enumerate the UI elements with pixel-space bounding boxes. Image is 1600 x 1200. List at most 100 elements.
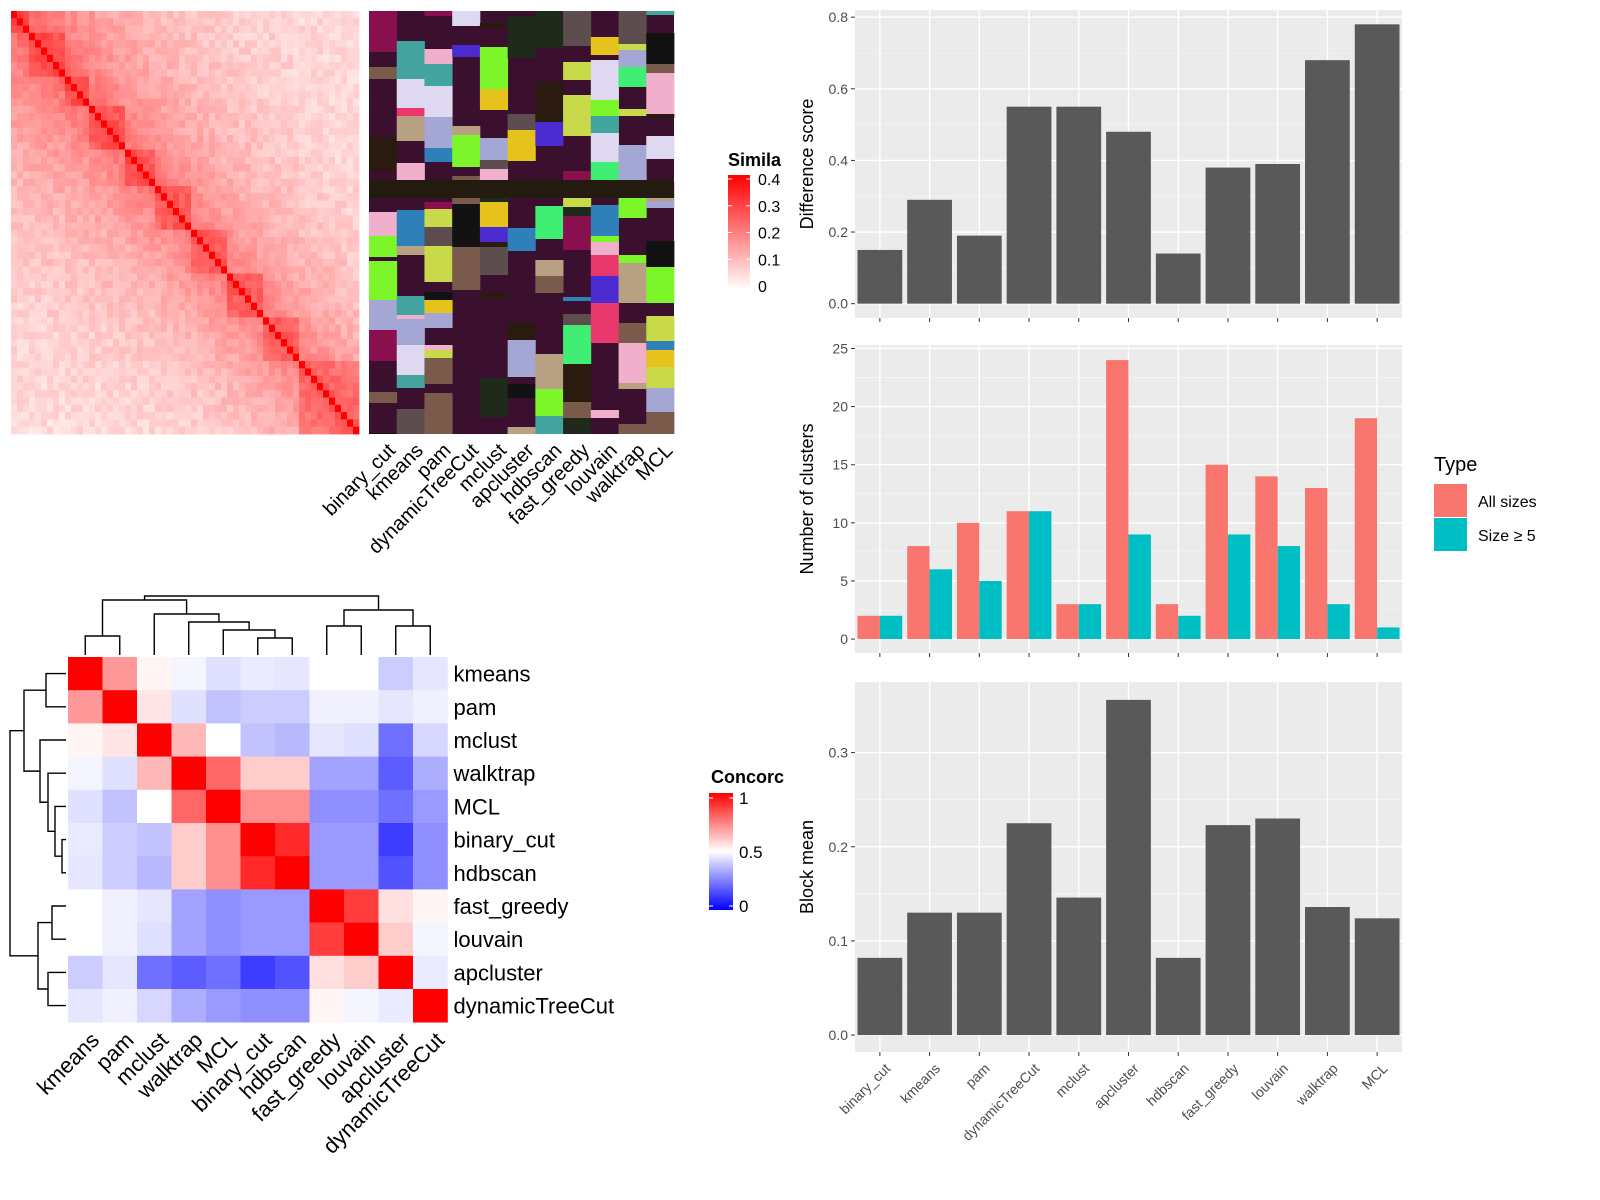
similarity-cell <box>29 244 36 253</box>
similarity-cell <box>47 69 54 78</box>
similarity-cell <box>203 397 210 406</box>
similarity-cell <box>143 368 150 377</box>
similarity-cell <box>317 164 324 172</box>
similarity-cell <box>227 91 234 99</box>
similarity-cell <box>281 295 288 304</box>
similarity-cell <box>257 288 264 296</box>
similarity-cell <box>263 324 270 333</box>
similarity-cell <box>191 317 198 325</box>
similarity-cell <box>173 215 180 223</box>
similarity-cell <box>221 76 228 85</box>
similarity-cell <box>287 215 294 223</box>
dendrogram-link <box>326 625 362 655</box>
concordance-cell <box>275 856 310 890</box>
similarity-cell <box>353 142 360 150</box>
similarity-cell <box>203 62 210 70</box>
similarity-cell <box>41 412 48 420</box>
similarity-cell <box>203 11 210 19</box>
similarity-cell <box>263 412 270 420</box>
similarity-cell <box>269 178 276 187</box>
membership-block <box>535 11 564 48</box>
similarity-cell <box>299 361 306 369</box>
similarity-cell <box>167 244 174 253</box>
similarity-cell <box>119 200 126 209</box>
similarity-cell <box>83 404 90 413</box>
similarity-cell <box>323 295 330 304</box>
similarity-cell <box>59 382 66 391</box>
similarity-cell <box>59 361 66 369</box>
concordance-cell <box>309 955 345 990</box>
similarity-cell <box>281 331 288 340</box>
similarity-cell <box>227 54 234 63</box>
similarity-cell <box>71 62 78 70</box>
similarity-cell <box>35 258 42 267</box>
similarity-cell <box>53 215 60 223</box>
similarity-cell <box>197 62 204 70</box>
similarity-cell <box>191 324 198 333</box>
similarity-cell <box>305 251 312 260</box>
similarity-cell <box>179 215 186 223</box>
similarity-cell <box>293 397 300 406</box>
similarity-cell <box>149 113 156 121</box>
similarity-cell <box>287 47 294 56</box>
similarity-cell <box>233 171 240 180</box>
similarity-cell <box>191 91 198 99</box>
similarity-cell <box>137 339 144 347</box>
similarity-cell <box>149 237 156 245</box>
similarity-cell <box>17 426 24 435</box>
concordance-cell <box>171 889 207 923</box>
similarity-cell <box>317 105 324 114</box>
similarity-cell <box>143 149 150 158</box>
similarity-cell <box>347 419 354 428</box>
similarity-cell <box>329 18 336 26</box>
similarity-cell <box>65 346 72 355</box>
concordance-cell <box>309 723 345 757</box>
concordance-cell <box>102 823 138 857</box>
similarity-cell <box>77 149 84 158</box>
similarity-cell <box>11 382 18 391</box>
similarity-cell <box>263 164 270 172</box>
similarity-cell <box>167 76 174 85</box>
similarity-cell <box>179 266 186 274</box>
similarity-cell <box>11 215 18 223</box>
similarity-cell <box>257 127 264 136</box>
membership-block <box>590 116 619 133</box>
similarity-cell <box>341 11 348 19</box>
similarity-cell <box>65 390 72 398</box>
similarity-cell <box>251 207 258 216</box>
similarity-cell <box>245 229 252 238</box>
similarity-cell <box>233 251 240 260</box>
similarity-cell <box>263 310 270 318</box>
similarity-cell <box>287 317 294 325</box>
similarity-cell <box>239 251 246 260</box>
similarity-cell <box>83 105 90 114</box>
membership-block <box>396 108 425 116</box>
similarity-cell <box>179 346 186 355</box>
similarity-cell <box>155 317 162 325</box>
similarity-cell <box>221 83 228 92</box>
similarity-cell <box>341 178 348 187</box>
similarity-cell <box>95 404 102 413</box>
similarity-cell <box>71 76 78 85</box>
similarity-cell <box>113 69 120 78</box>
similarity-cell <box>227 120 234 129</box>
similarity-cell <box>41 164 48 172</box>
bar-all-sizes <box>1106 360 1129 640</box>
similarity-cell <box>323 149 330 158</box>
similarity-cell <box>185 426 192 435</box>
similarity-cell <box>353 302 360 311</box>
dendrogram-link <box>39 739 66 803</box>
concordance-cell <box>344 723 379 757</box>
similarity-cell <box>137 171 144 180</box>
similarity-cell <box>23 18 30 26</box>
concordance-cell <box>206 723 241 757</box>
similarity-cell <box>275 164 282 172</box>
similarity-cell <box>263 91 270 99</box>
similarity-cell <box>101 302 108 311</box>
similarity-cell <box>305 266 312 274</box>
similarity-cell <box>47 361 54 369</box>
concordance-cell <box>102 989 138 1023</box>
similarity-cell <box>221 251 228 260</box>
similarity-cell <box>245 149 252 158</box>
concordance-cell <box>309 989 345 1023</box>
